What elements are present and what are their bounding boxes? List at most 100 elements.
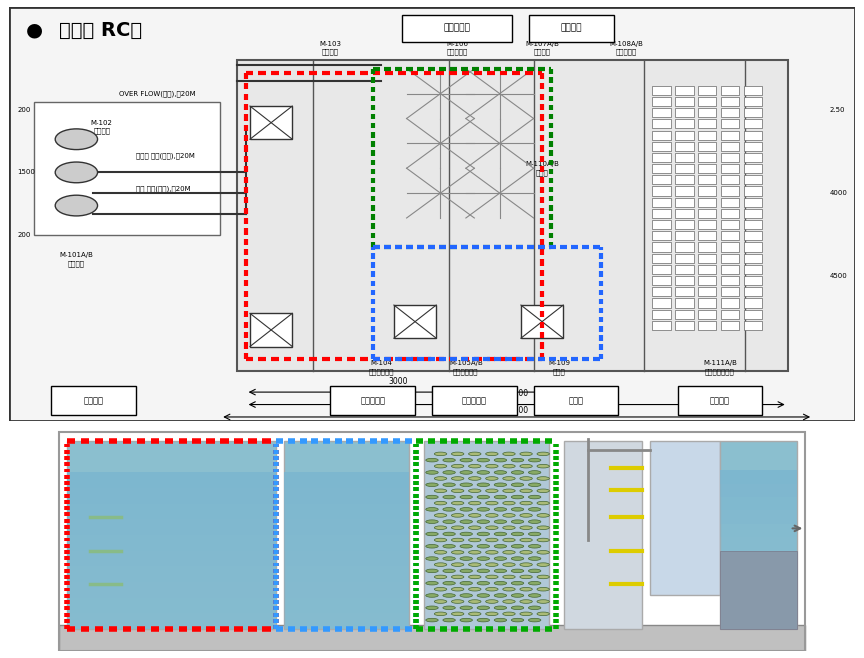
Circle shape [537, 575, 550, 579]
Circle shape [486, 476, 498, 480]
Bar [652, 220, 670, 229]
Circle shape [435, 612, 447, 616]
Bar [698, 321, 716, 330]
Circle shape [435, 489, 447, 493]
Bar [521, 305, 563, 338]
Circle shape [460, 582, 473, 585]
Circle shape [486, 465, 498, 468]
Bar [675, 141, 694, 151]
Bar [675, 119, 694, 128]
Bar [720, 441, 797, 629]
Text: 기계실: 기계실 [569, 396, 583, 405]
Bar [698, 310, 716, 318]
Bar [720, 511, 797, 524]
Text: 200: 200 [17, 232, 30, 238]
Circle shape [477, 532, 490, 536]
Text: 보균원: 보균원 [536, 169, 549, 176]
Circle shape [460, 532, 473, 536]
Circle shape [529, 470, 541, 474]
Bar [721, 141, 740, 151]
Text: 유입펌프조: 유입펌프조 [462, 396, 486, 405]
Bar [698, 209, 716, 218]
Text: M-104: M-104 [371, 360, 392, 366]
Circle shape [426, 582, 438, 585]
Circle shape [537, 452, 550, 456]
Circle shape [443, 569, 455, 572]
Bar [721, 265, 740, 274]
Circle shape [468, 599, 481, 603]
Circle shape [511, 459, 524, 462]
Circle shape [426, 569, 438, 572]
Text: 저리수배출펌프: 저리수배출펌프 [705, 368, 734, 374]
Circle shape [435, 452, 447, 456]
Text: 유입관로: 유입관로 [83, 396, 104, 405]
Bar [721, 108, 740, 117]
Bar [250, 106, 292, 139]
Circle shape [435, 476, 447, 480]
Bar [720, 538, 797, 551]
Bar [652, 299, 670, 307]
Circle shape [520, 489, 532, 493]
Text: 1500: 1500 [17, 169, 35, 176]
Bar [67, 535, 276, 551]
Bar [675, 321, 694, 330]
Bar [721, 310, 740, 318]
Bar [652, 265, 670, 274]
Circle shape [529, 557, 541, 561]
Circle shape [503, 476, 515, 480]
Circle shape [503, 489, 515, 493]
Bar [394, 305, 436, 338]
Bar [720, 524, 797, 538]
Circle shape [537, 612, 550, 616]
Circle shape [529, 532, 541, 536]
Circle shape [460, 594, 473, 597]
Circle shape [494, 544, 506, 548]
Text: 장류펌프: 장류펌프 [93, 128, 111, 134]
Circle shape [520, 501, 532, 505]
Circle shape [520, 538, 532, 542]
Bar [652, 231, 670, 240]
Circle shape [529, 495, 541, 499]
Circle shape [477, 483, 490, 486]
Circle shape [477, 495, 490, 499]
Bar [721, 197, 740, 207]
Bar [698, 141, 716, 151]
Circle shape [486, 599, 498, 603]
Circle shape [529, 507, 541, 511]
Text: M-103: M-103 [320, 41, 341, 47]
Circle shape [426, 470, 438, 474]
Bar [720, 470, 797, 484]
Circle shape [477, 470, 490, 474]
Circle shape [460, 470, 473, 474]
Bar [720, 484, 797, 497]
Text: M-109: M-109 [548, 360, 570, 366]
Text: 200: 200 [17, 107, 30, 113]
Bar [698, 253, 716, 263]
Bar [744, 153, 762, 162]
Bar [284, 535, 409, 551]
Circle shape [503, 538, 515, 542]
Bar [284, 488, 409, 504]
Circle shape [494, 520, 506, 524]
Bar [652, 108, 670, 117]
Circle shape [511, 520, 524, 524]
Circle shape [452, 551, 464, 554]
Circle shape [452, 465, 464, 468]
Circle shape [468, 465, 481, 468]
Circle shape [426, 459, 438, 462]
Bar [67, 567, 276, 582]
Bar [744, 108, 762, 117]
Text: 유입펌프: 유입펌프 [68, 261, 85, 267]
Circle shape [435, 599, 447, 603]
Bar [675, 299, 694, 307]
Circle shape [520, 526, 532, 530]
Circle shape [452, 575, 464, 579]
Circle shape [494, 495, 506, 499]
Circle shape [529, 619, 541, 622]
Circle shape [529, 569, 541, 572]
Bar [675, 86, 694, 95]
Circle shape [520, 599, 532, 603]
Circle shape [460, 557, 473, 561]
Circle shape [460, 569, 473, 572]
Circle shape [486, 575, 498, 579]
